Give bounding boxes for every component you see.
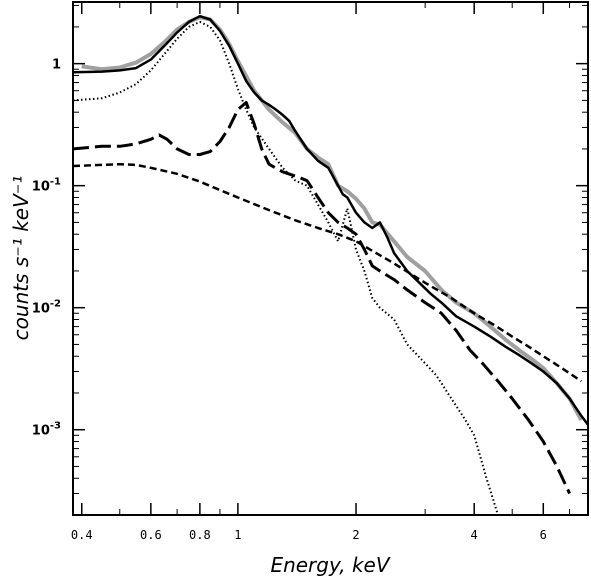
x-axis-title: Energy, keV <box>270 553 390 577</box>
x-tick-label: 0.4 <box>71 528 93 542</box>
series-line-data-gray <box>81 15 584 421</box>
x-ticks: 0.4 0.6 0.8 1 2 4 6 <box>71 2 571 542</box>
x-tick-label: 0.8 <box>189 528 211 542</box>
series-line-dotted <box>72 20 499 516</box>
series-layer <box>72 14 589 516</box>
y-ticks: 1 10-1 10-2 10-3 <box>32 4 588 516</box>
x-tick-label: 4 <box>471 528 478 542</box>
y-tick-label: 10-2 <box>32 299 61 317</box>
x-tick-label: 1 <box>234 528 241 542</box>
series-line-short-dash <box>72 162 582 383</box>
x-tick-label: 6 <box>540 528 547 542</box>
y-tick-label: 1 <box>52 58 61 73</box>
series-line-long-dash <box>72 101 571 495</box>
x-tick-label: 2 <box>352 528 359 542</box>
y-tick-label: 10-1 <box>32 177 61 195</box>
x-tick-label: 0.6 <box>140 528 162 542</box>
plot-frame <box>72 1 589 516</box>
series-line-solid <box>72 14 589 426</box>
y-tick-label: 10-3 <box>32 421 61 439</box>
y-axis-title: counts s⁻¹ keV⁻¹ <box>9 176 33 341</box>
